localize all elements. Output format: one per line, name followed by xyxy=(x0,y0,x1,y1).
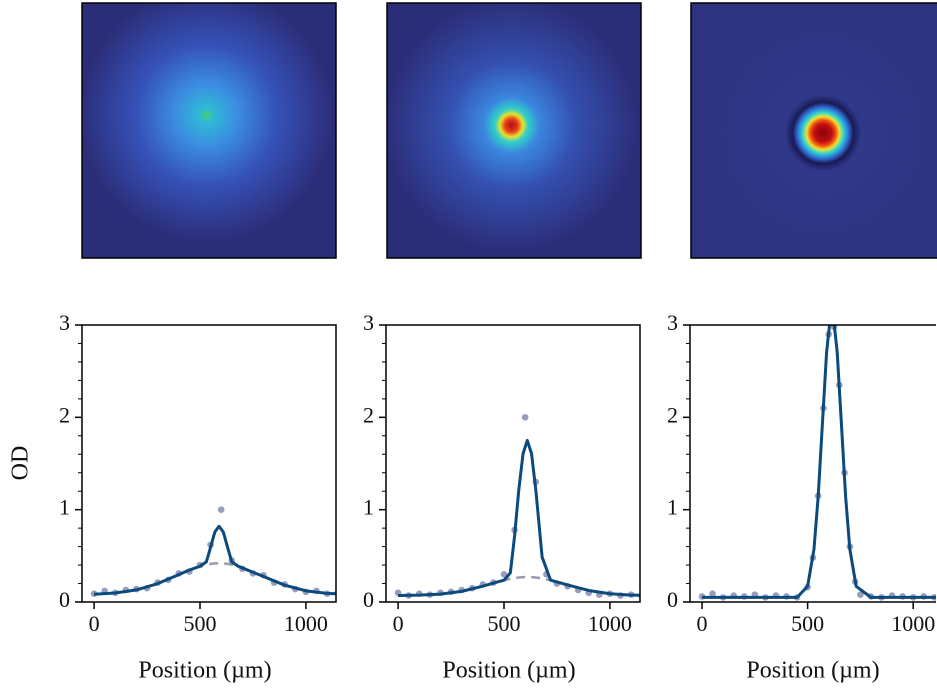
data-point xyxy=(857,591,864,598)
x-tick-label: 500 xyxy=(183,611,216,636)
x-tick-label: 1000 xyxy=(891,611,935,636)
y-tick-label: 2 xyxy=(59,402,70,427)
plot-area xyxy=(394,414,656,600)
x-axis-label: Position (µm) xyxy=(746,658,879,684)
absorption-image xyxy=(386,2,642,259)
data-point xyxy=(345,591,352,598)
data-point xyxy=(709,590,716,597)
x-tick-label: 0 xyxy=(393,611,404,636)
y-tick-label: 1 xyxy=(59,495,70,520)
data-point xyxy=(649,592,656,599)
x-axis-label: Position (µm) xyxy=(138,658,271,684)
x-tick-label: 0 xyxy=(89,611,100,636)
data-point xyxy=(217,506,225,513)
y-tick-label: 2 xyxy=(667,402,678,427)
y-tick-label: 1 xyxy=(363,495,374,520)
y-tick-label: 0 xyxy=(59,587,70,612)
absorption-image xyxy=(81,2,337,259)
absorption-image xyxy=(690,2,937,259)
x-tick-label: 1000 xyxy=(588,611,632,636)
y-tick-label: 2 xyxy=(363,402,374,427)
data-point xyxy=(500,571,508,578)
y-tick-label: 0 xyxy=(667,587,678,612)
y-tick-label: 3 xyxy=(59,310,70,335)
axis-spine xyxy=(81,324,337,603)
y-tick-label: 1 xyxy=(667,495,678,520)
x-tick-label: 500 xyxy=(487,611,520,636)
x-tick-label: 500 xyxy=(791,611,824,636)
y-axis-label: OD xyxy=(8,446,34,481)
x-tick-label: 0 xyxy=(697,611,708,636)
axis-spine xyxy=(689,324,936,603)
y-tick-label: 0 xyxy=(363,587,374,612)
y-tick-label: 3 xyxy=(667,310,678,335)
bimodal-fit xyxy=(702,325,936,599)
x-tick-label: 1000 xyxy=(284,611,328,636)
y-tick-label: 3 xyxy=(363,310,374,335)
bimodal-fit xyxy=(398,438,640,597)
x-axis-label: Position (µm) xyxy=(442,658,575,684)
axis-spine xyxy=(385,324,641,603)
bimodal-fit xyxy=(93,524,336,596)
plot-area xyxy=(698,325,936,601)
data-point xyxy=(521,414,529,421)
plot-area xyxy=(90,506,352,598)
